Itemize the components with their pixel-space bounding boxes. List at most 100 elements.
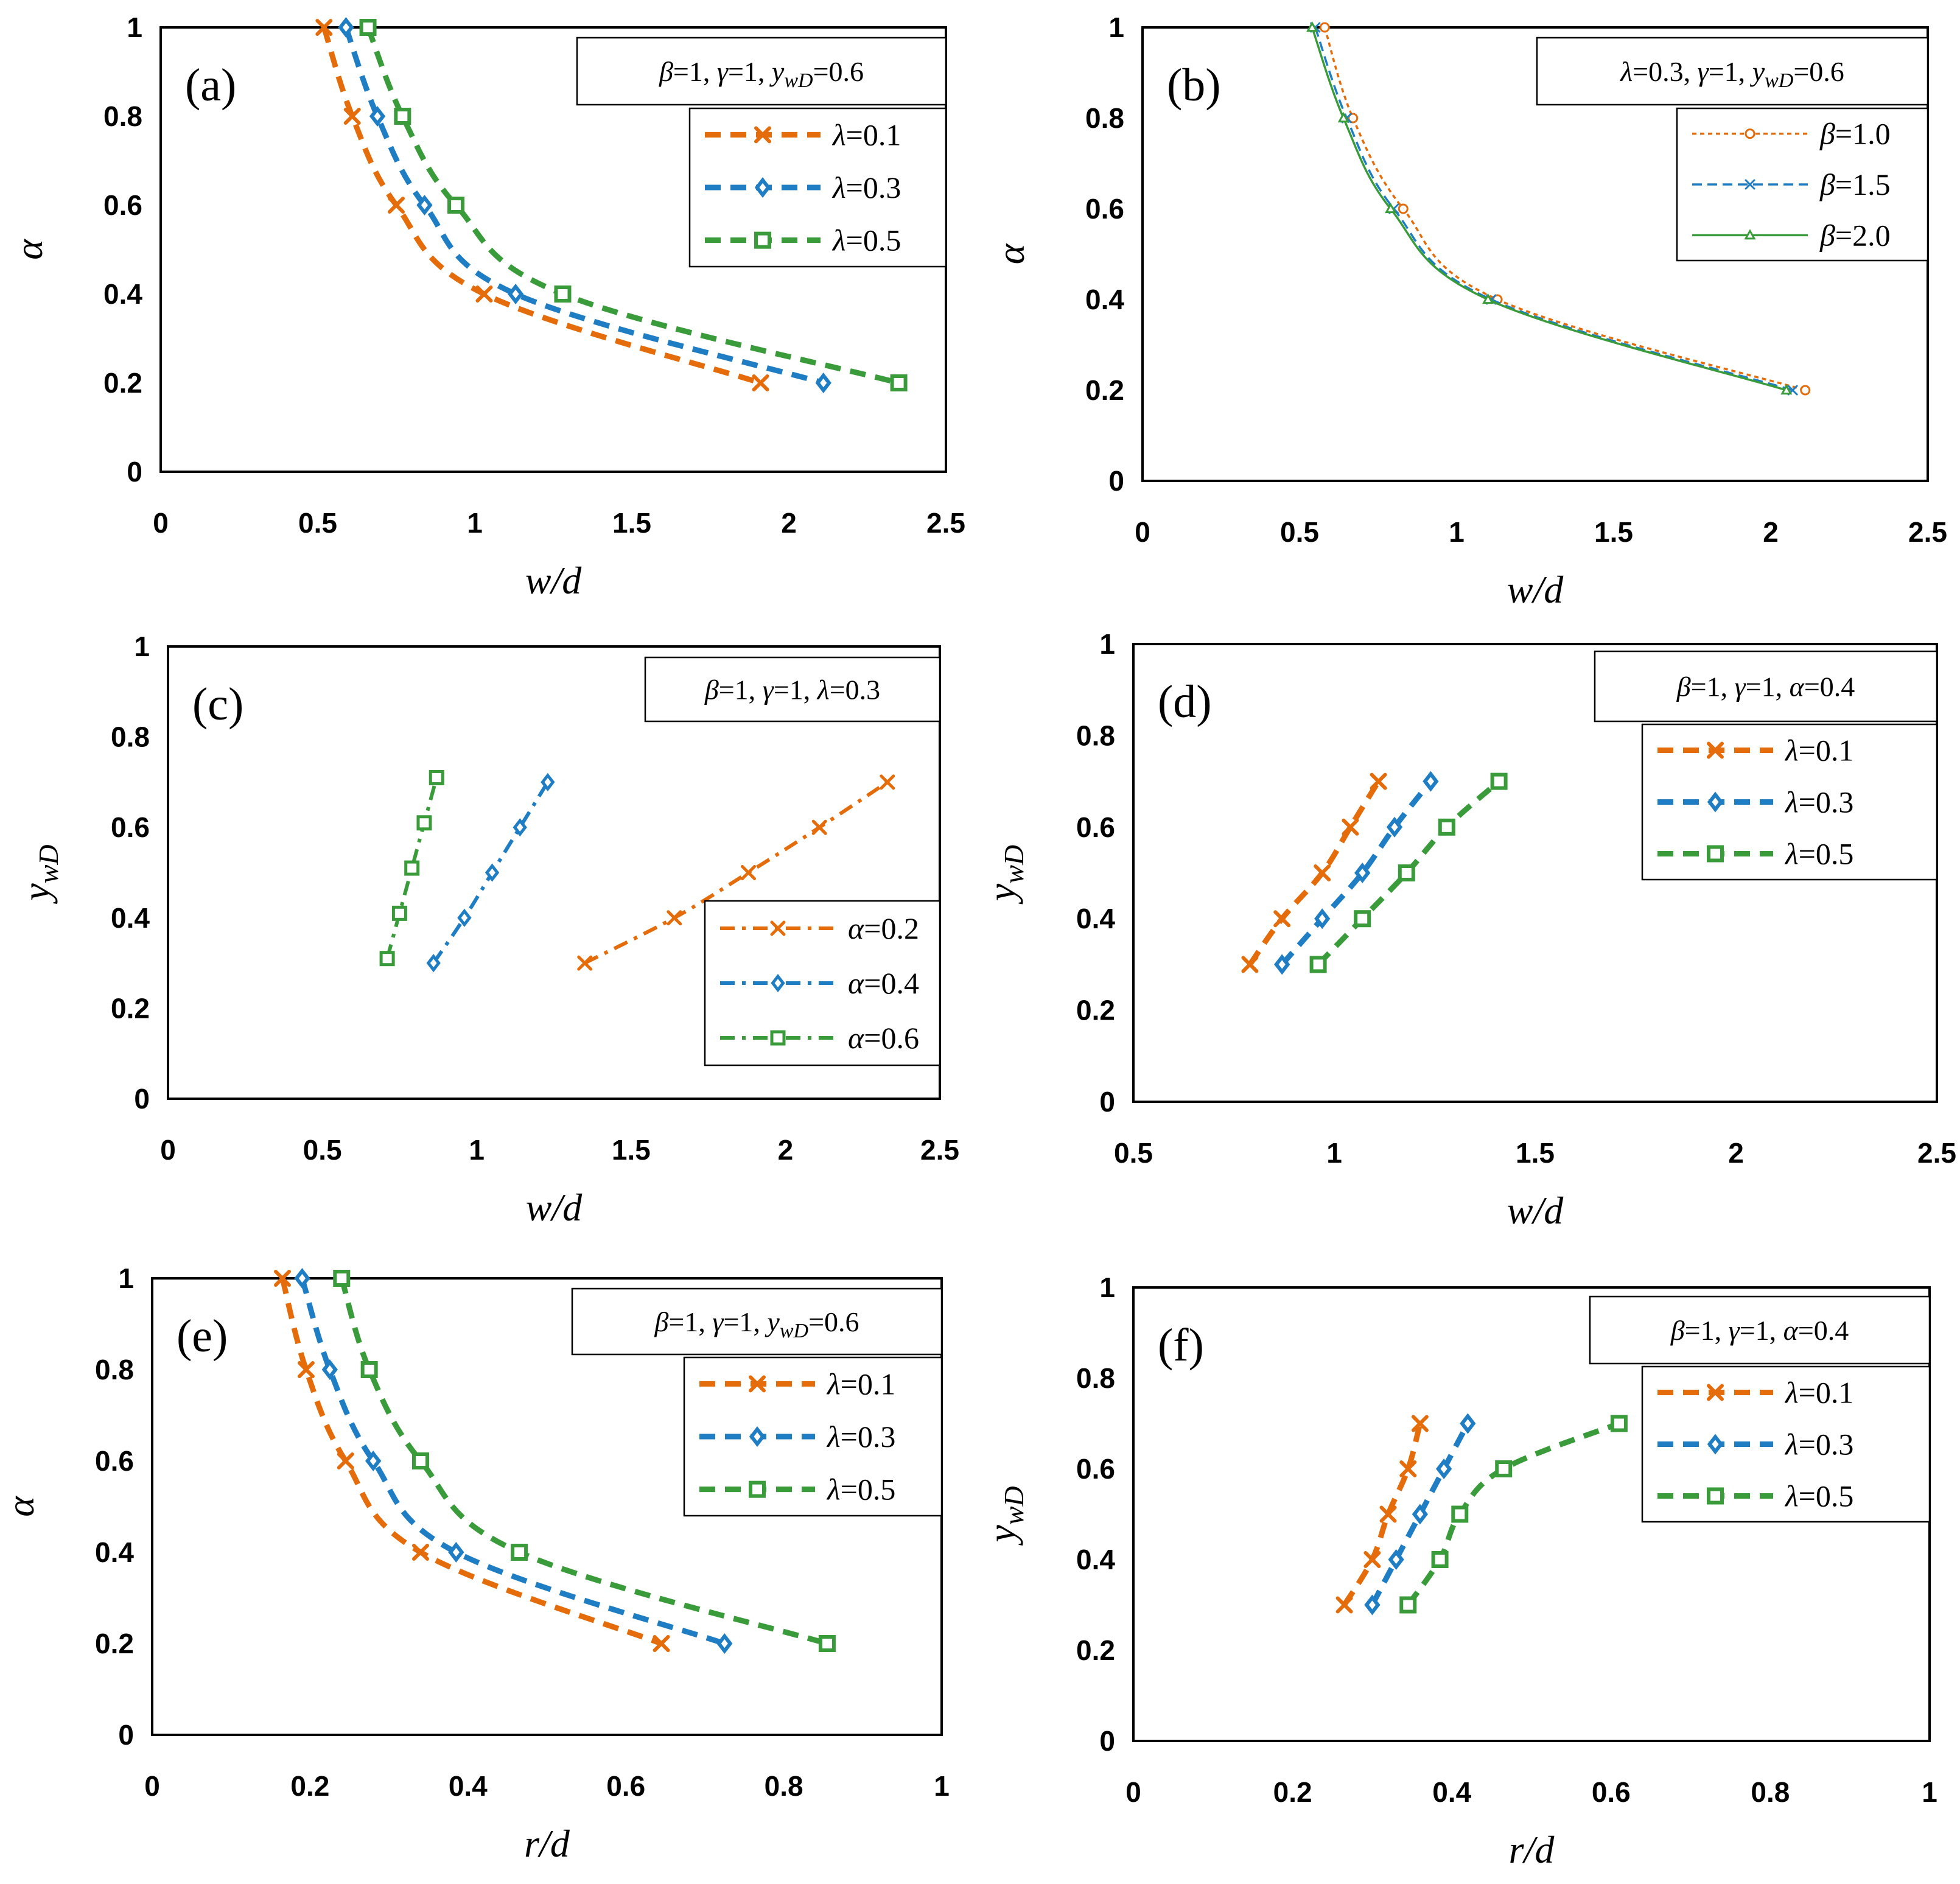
y-tick-label: 0.6 [1076,1453,1115,1485]
data-point [1490,772,1508,790]
x-tick-label: 0.6 [606,1770,645,1802]
legend-label: λ=0.3 [826,1420,895,1454]
x-tick-label: 0.5 [1280,516,1319,548]
x-tick-label: 1 [467,507,483,539]
y-tick-label: 0.4 [1076,903,1115,934]
legend-marker [1745,128,1755,139]
legend-label: λ=0.5 [826,1473,895,1507]
data-point [426,954,441,973]
data-point [338,16,354,38]
data-point [1342,818,1359,836]
series-line [1316,779,1501,967]
legend-marker [1707,741,1724,759]
y-axis-title: ywD [15,844,64,904]
x-tick-label: 0.5 [1114,1137,1153,1169]
parameter-text: β=1, γ=1, ywD=0.6 [654,1306,859,1342]
x-tick-label: 1.5 [1594,516,1633,548]
data-point [475,285,493,303]
data-point [1348,113,1359,124]
legend-marker [770,920,786,936]
data-point [1398,864,1415,881]
x-tick-label: 0 [153,507,169,539]
y-axis-title: α [7,239,51,260]
y-tick-label: 0.2 [1076,1634,1115,1666]
chart-panel: 0 0.5 1 1.5 2 2.5 0 0.2 0.4 0.6 0.8 1 w/d α (b) λ=0.3, … [989,12,1947,611]
data-point [1460,1413,1476,1434]
data-point [741,865,757,880]
y-tick-label: 0.6 [111,811,150,843]
data-series [426,772,555,973]
panel-label: (b) [1167,60,1221,111]
legend-label: α=0.6 [848,1021,919,1055]
x-tick-label: 2 [1728,1137,1744,1169]
data-point [507,283,524,305]
data-point [752,374,769,391]
data-point [1610,1415,1628,1432]
x-tick-label: 2.5 [1917,1137,1956,1169]
data-point [294,1267,310,1289]
y-axis-title: α [0,1496,42,1517]
data-point [429,769,444,785]
chart-panel: 0 0.5 1 1.5 2 2.5 0 0.2 0.4 0.6 0.8 1 w/d ywD (c) β=1, … [15,631,959,1229]
legend-marker [1707,791,1724,813]
parameter-box [576,37,947,106]
data-point [1370,772,1387,790]
parameter-text: β=1, γ=1, ywD=0.6 [659,56,864,92]
legend-marker [1707,845,1724,863]
y-tick-label: 0.6 [1085,193,1124,225]
legend-marker [749,1375,766,1393]
y-tick-label: 0.4 [1085,284,1124,315]
data-point [1423,771,1439,792]
data-point [394,108,411,125]
data-point [1438,818,1455,836]
data-point [388,197,405,214]
series-line [343,26,825,386]
legend-label: λ=0.1 [1784,1376,1853,1410]
y-tick-label: 0.8 [111,721,150,753]
x-tick-label: 1.5 [612,507,651,539]
data-point [1800,385,1811,396]
data-point [416,194,433,216]
series-line [1279,779,1433,967]
legend-label: λ=0.5 [831,223,901,257]
data-point [1482,293,1494,304]
x-tick-label: 0 [1125,1776,1141,1808]
parameter-box [571,1287,943,1356]
legend-label: λ=0.3 [1784,1427,1853,1462]
data-point [1388,1549,1404,1571]
legend-label: λ=0.5 [1784,1479,1853,1513]
x-tick-label: 1 [469,1134,485,1166]
x-tick-label: 0 [1135,516,1150,548]
data-point [1363,1551,1381,1568]
parameter-box [644,656,941,723]
x-tick-label: 0.5 [303,1134,342,1166]
data-point [554,285,572,303]
data-point [667,910,682,926]
x-tick-label: 1 [1326,1137,1342,1169]
data-point [1319,22,1330,33]
legend-label: λ=0.1 [831,117,901,152]
parameter-text: λ=0.3, γ=1, ywD=0.6 [1619,56,1844,92]
legend-marker [754,231,771,249]
panel-label: (f) [1158,1320,1204,1371]
y-axis-title: ywD [980,845,1029,905]
y-tick-label: 1 [1108,12,1124,43]
legend-marker [749,1480,766,1498]
legend-label: λ=0.3 [1784,785,1853,819]
parameter-box [1589,1295,1931,1365]
data-point [485,863,500,882]
data-series [577,774,895,971]
legend-label: β=2.0 [1819,218,1891,252]
x-axis-title: r/d [1509,1828,1555,1871]
x-tick-label: 2.5 [926,507,965,539]
data-point [315,19,333,36]
data-point [1335,1596,1353,1614]
data-point [513,818,527,837]
y-tick-label: 0.2 [111,992,150,1024]
series-line [1342,1423,1423,1606]
x-tick-label: 1 [934,1770,950,1802]
data-point [1411,1415,1429,1432]
series-line [279,1277,663,1647]
data-series [1319,22,1811,396]
